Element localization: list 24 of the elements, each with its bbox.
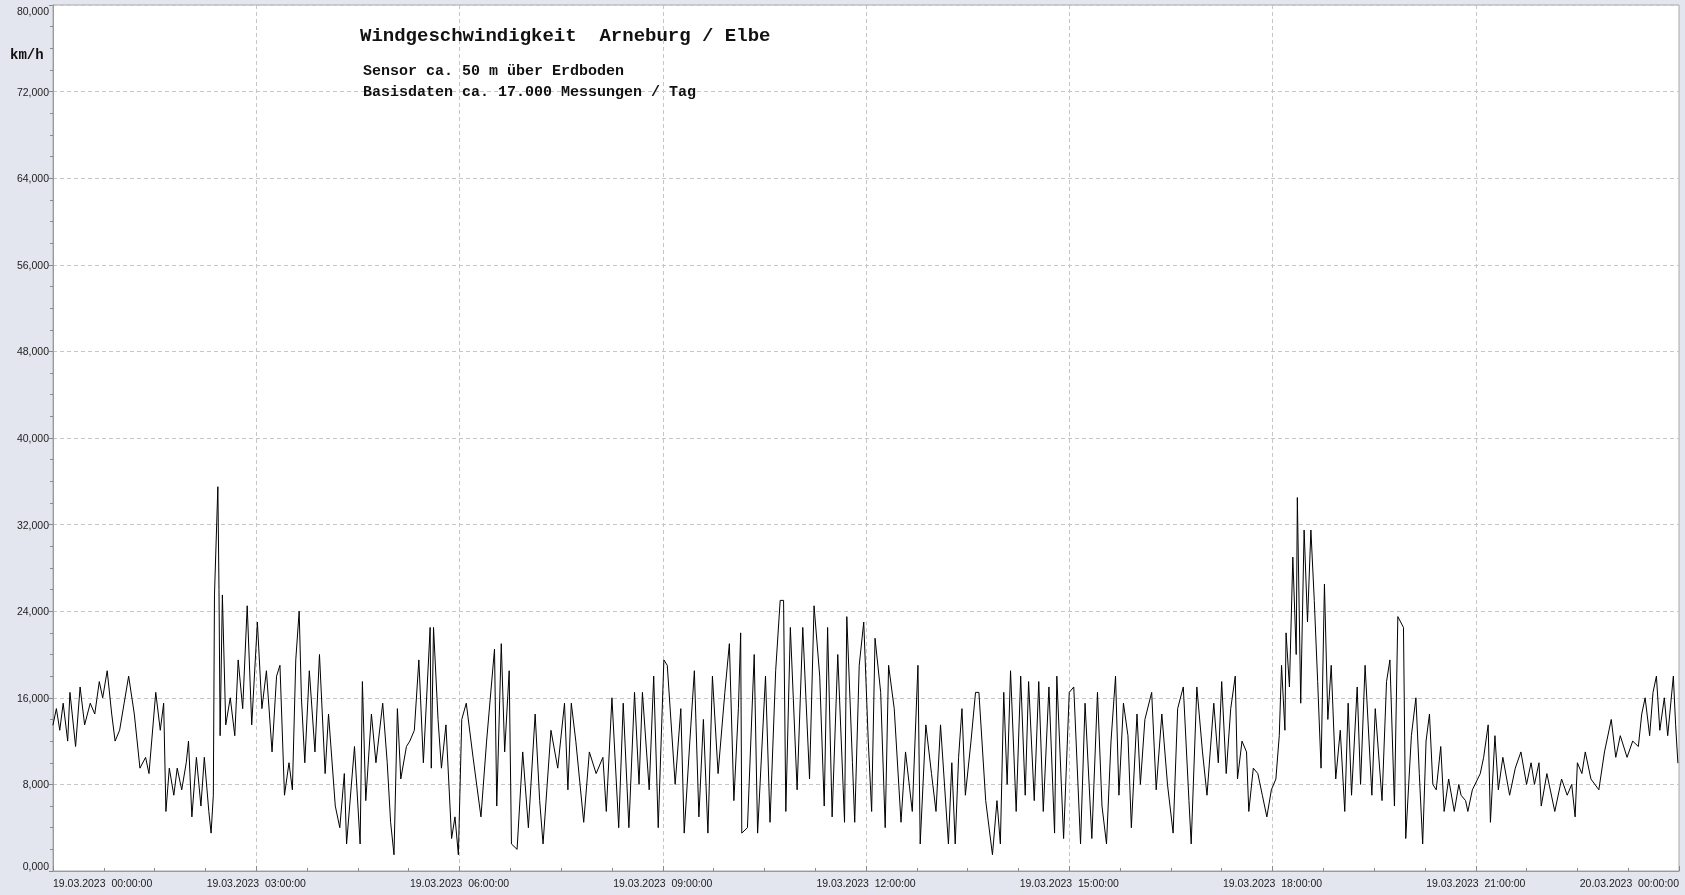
y-tick-label: 0,000 bbox=[22, 859, 50, 872]
y-tick-label: 24,000 bbox=[16, 605, 50, 618]
y-tick-label: 72,000 bbox=[16, 85, 50, 98]
x-tick-label: 19.03.2023 00:00:00 bbox=[53, 876, 153, 889]
y-axis-title: km/h bbox=[10, 47, 44, 63]
x-tick-label: 19.03.2023 18:00:00 bbox=[1222, 876, 1323, 889]
x-tick-label: 19.03.2023 12:00:00 bbox=[816, 876, 916, 889]
x-tick-label: 19.03.2023 09:00:00 bbox=[613, 876, 713, 889]
x-tick-label: 19.03.2023 06:00:00 bbox=[409, 876, 510, 889]
x-tick-label: 19.03.2023 21:00:00 bbox=[1426, 876, 1526, 889]
y-tick-label: 40,000 bbox=[16, 432, 50, 444]
y-tick-label: 48,000 bbox=[16, 345, 50, 358]
text: Sensor ca. 50 m über Erdboden Basisdaten ca. 17.000 Messungen / Tag bbox=[363, 63, 697, 101]
line-series bbox=[52, 486, 1679, 856]
x-tick-label: 19.03.2023 03:00:00 bbox=[206, 876, 307, 889]
y-tick-label: 32,000 bbox=[16, 518, 50, 531]
y-tick-label: 16,000 bbox=[16, 691, 50, 704]
x-tick-label: 20.03.2023 00:00:00 bbox=[1579, 876, 1680, 889]
y-tick-label: 80,000 bbox=[16, 4, 50, 17]
y-tick-label: 56,000 bbox=[16, 258, 50, 271]
x-tick-label: 19.03.2023 15:00:00 bbox=[1019, 876, 1120, 889]
y-tick-label: 64,000 bbox=[16, 172, 50, 185]
y-tick-label: 8,000 bbox=[22, 778, 50, 791]
text: Windgeschwindigkeit Arneburg / Elbe bbox=[360, 24, 771, 47]
